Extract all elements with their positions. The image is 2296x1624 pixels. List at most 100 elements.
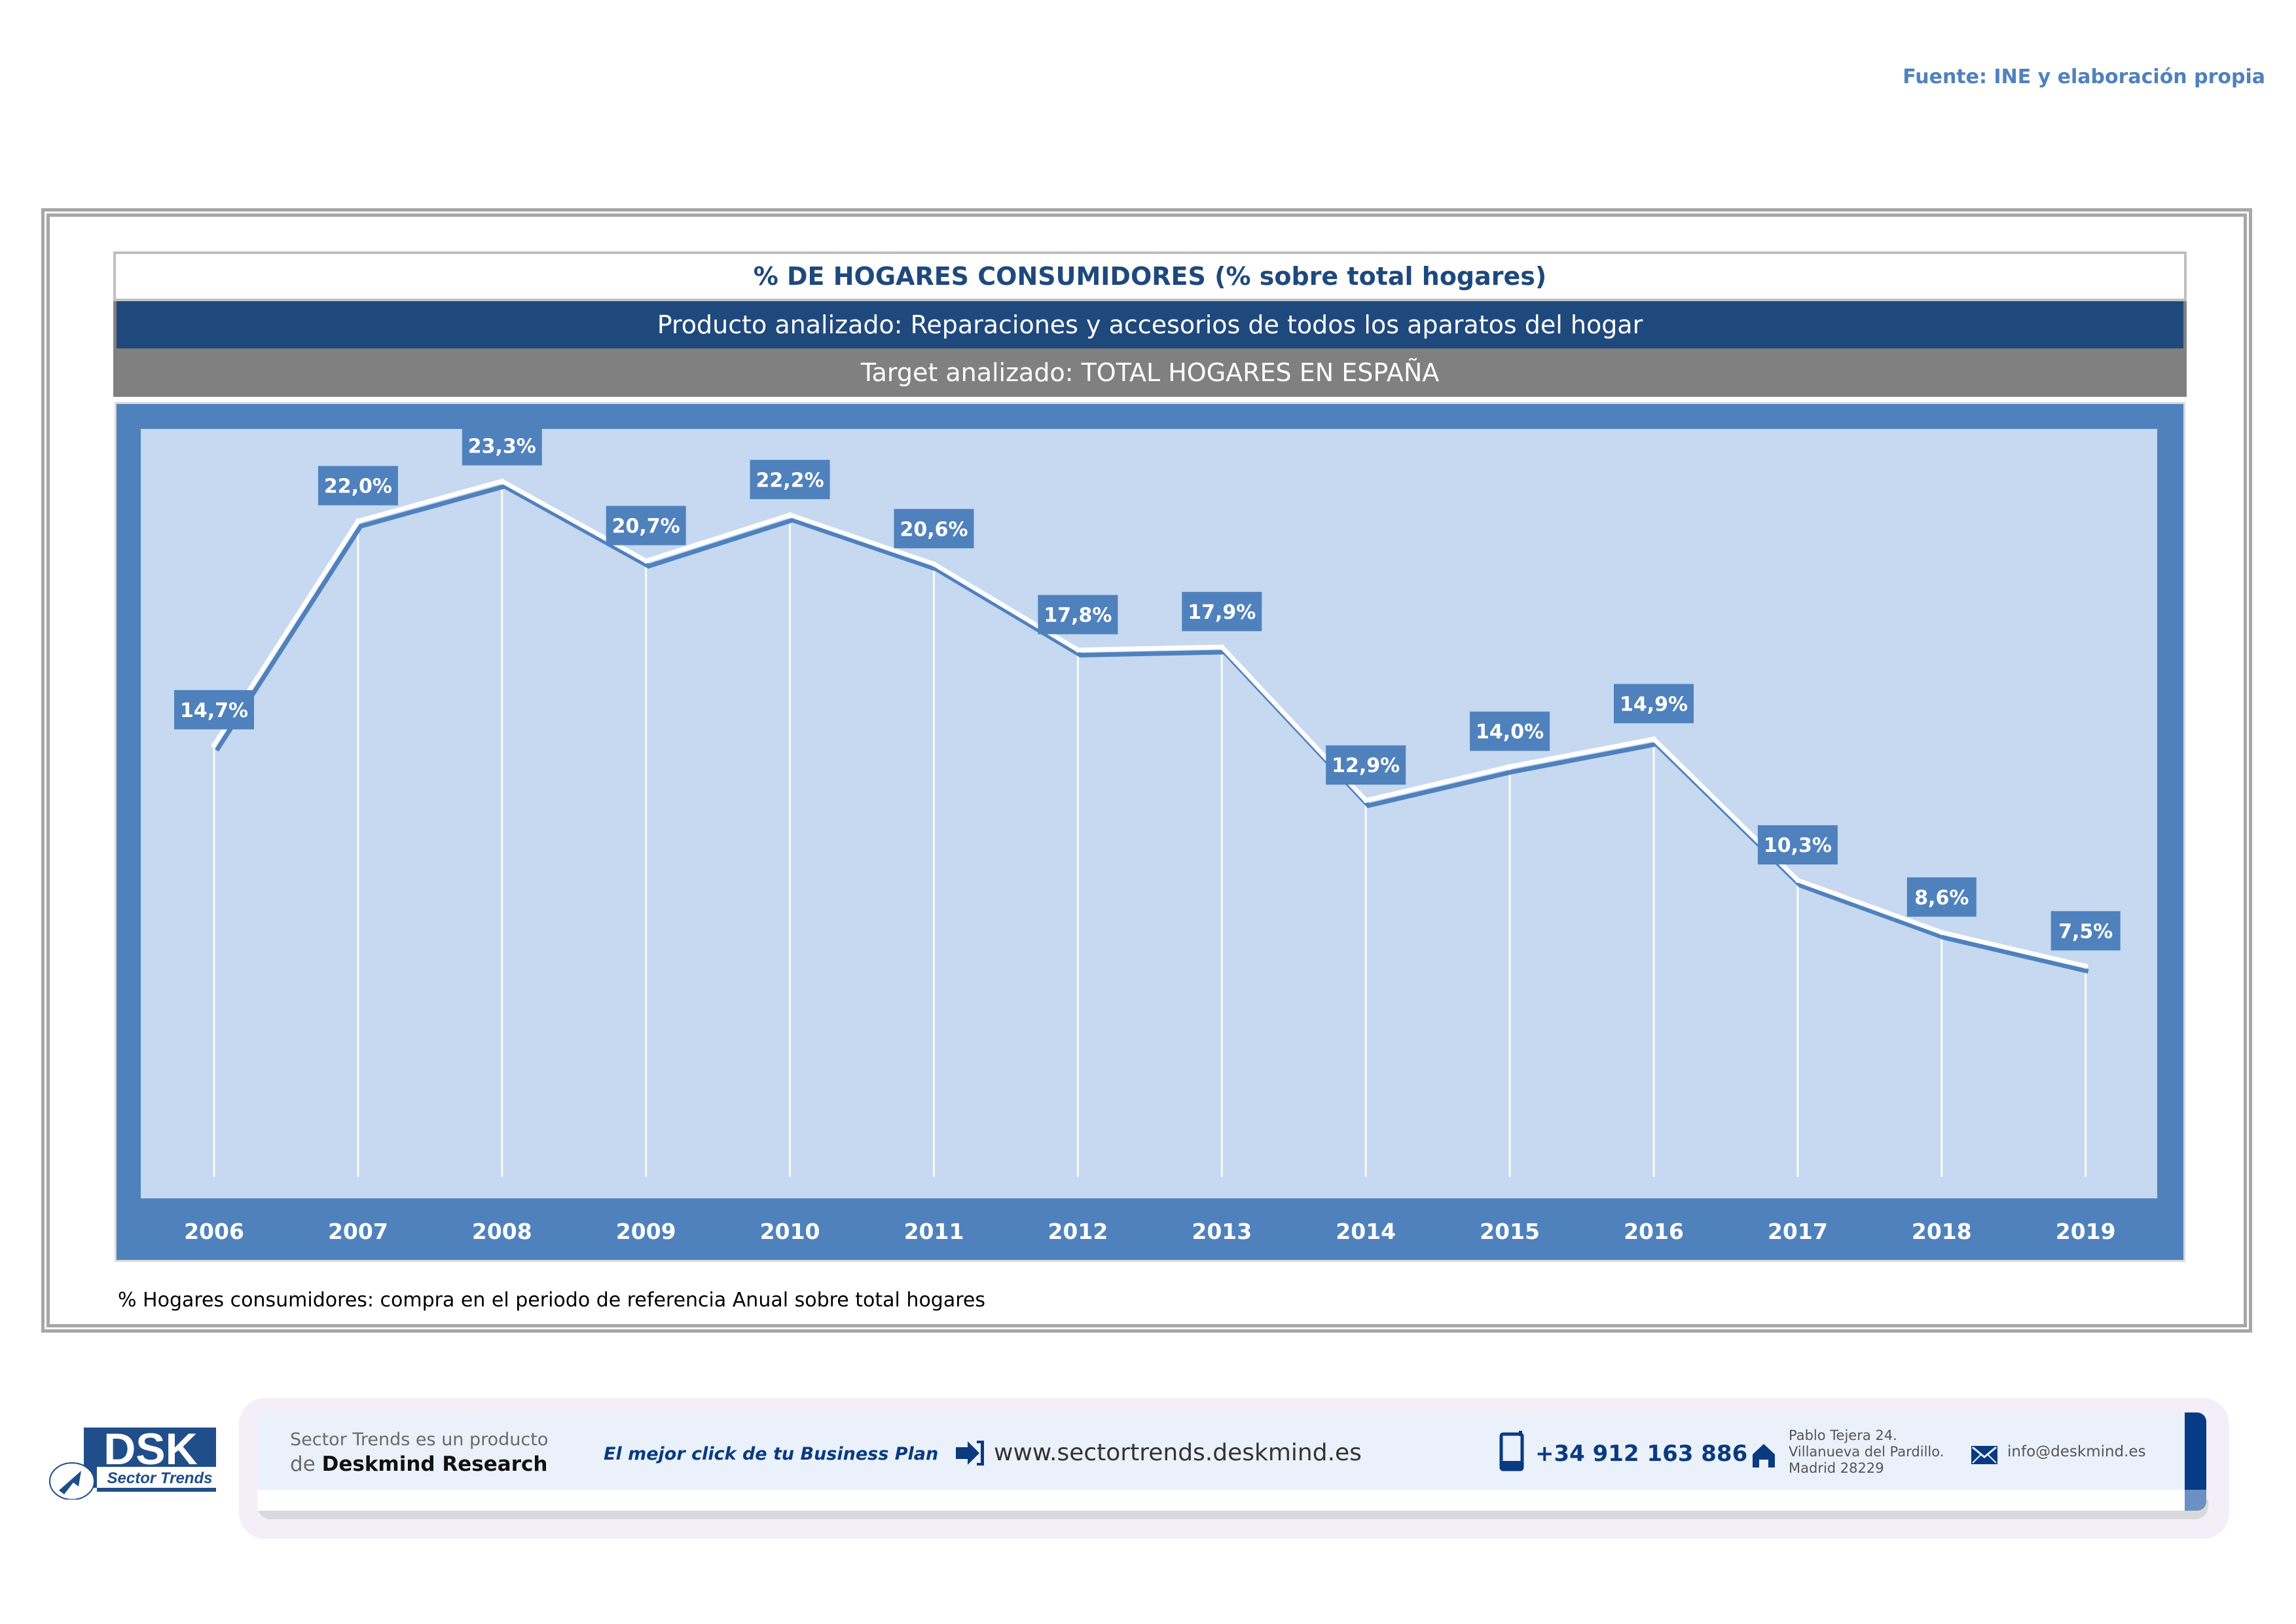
footnote: % Hogares consumidores: compra en el per…: [118, 1289, 985, 1312]
logo-text: DSK: [103, 1424, 198, 1474]
inner-frame: [46, 213, 2247, 1327]
x-tick-label: 2014: [1336, 1219, 1396, 1244]
data-label-text: 20,7%: [612, 515, 680, 538]
data-label: 10,3%: [1757, 825, 1838, 865]
data-label-text: 10,3%: [1764, 834, 1832, 857]
logo-graphic: DSK Sector Trends: [49, 1424, 220, 1500]
x-tick-label: 2012: [1048, 1219, 1108, 1244]
banner-tab-lower: [2185, 1490, 2206, 1511]
data-point: [1795, 877, 1800, 883]
target-bar: Target analizado: TOTAL HOGARES EN ESPAÑ…: [113, 348, 2187, 397]
x-tick-label: 2017: [1768, 1219, 1828, 1244]
outer-frame: [41, 208, 2252, 1333]
data-label-text: 17,9%: [1188, 601, 1256, 624]
data-point: [355, 518, 361, 524]
chart-frame: 14,7% 22,0% 23,3% 20,7% 22,2% 20,6% 17,8% 17,9%…: [115, 402, 2185, 1262]
data-label: 22,0%: [318, 466, 398, 506]
x-tick-label: 2006: [184, 1219, 244, 1244]
x-tick-label: 2009: [616, 1219, 676, 1244]
data-label-box: [606, 506, 686, 545]
data-point: [1651, 736, 1656, 742]
data-point: [1219, 644, 1225, 650]
x-tick-label: 2018: [1912, 1219, 1972, 1244]
data-label: 8,6%: [1906, 877, 1977, 917]
x-tick-label: 2019: [2056, 1219, 2116, 1244]
tagline-prefix: de: [290, 1452, 322, 1476]
tagline-brand: Deskmind Research: [321, 1452, 548, 1476]
data-label: 14,9%: [1614, 684, 1694, 724]
data-label-box: [1906, 877, 1977, 917]
logo-subtitle: Sector Trends: [107, 1469, 213, 1487]
data-point: [1507, 764, 1513, 769]
product-bar: Producto analizado: Reparaciones y acces…: [113, 301, 2187, 348]
x-tick-label: 2007: [328, 1219, 388, 1244]
data-label-box: [1470, 711, 1550, 751]
data-point: [1075, 647, 1081, 653]
data-label-text: 17,8%: [1044, 604, 1112, 627]
x-tick-label: 2008: [472, 1219, 532, 1244]
data-labels: 14,7% 22,0% 23,3% 20,7% 22,2% 20,6% 17,8% 17,9%…: [174, 426, 2121, 951]
data-label: 17,9%: [1182, 591, 1262, 631]
mobile-phone-icon: [1499, 1431, 1525, 1474]
slogan: El mejor click de tu Business Plan: [604, 1444, 939, 1464]
plot-area: [141, 429, 2157, 1198]
data-label-box: [1182, 591, 1262, 631]
data-label: 20,7%: [606, 506, 686, 545]
banner-tab: [2185, 1412, 2206, 1490]
home-icon: [1751, 1443, 1776, 1471]
cursor-arrow-icon: [59, 1471, 81, 1494]
data-label-text: 14,7%: [180, 699, 248, 722]
x-tick-label: 2013: [1192, 1219, 1252, 1244]
x-tick-label: 2010: [760, 1219, 820, 1244]
address-line1: Pablo Tejera 24.: [1789, 1428, 1897, 1443]
data-label-text: 8,6%: [1914, 887, 1969, 910]
data-label-text: 22,0%: [324, 475, 392, 498]
data-label-text: 23,3%: [468, 435, 536, 458]
tagline-line1: Sector Trends es un producto: [290, 1430, 549, 1450]
x-axis-labels: 2006 2007 2008 2009 2010 2011 2012 2013 2014 2015…: [184, 1219, 2116, 1244]
address-line2: Villanueva del Pardillo.: [1789, 1444, 1944, 1460]
x-tick-label: 2011: [904, 1219, 964, 1244]
data-label: 12,9%: [1326, 745, 1406, 785]
dsk-logo: DSK Sector Trends: [46, 1421, 220, 1500]
data-label-box: [1614, 684, 1694, 724]
data-label: 14,0%: [1470, 711, 1550, 751]
data-label-box: [1757, 825, 1838, 865]
address-line3: Madrid 28229: [1789, 1460, 1884, 1476]
drop-lines: [213, 481, 2087, 1177]
line-chart: 14,7% 22,0% 23,3% 20,7% 22,2% 20,6% 17,8% 17,9%…: [141, 426, 2157, 1244]
footer-banner-band: [257, 1412, 2185, 1490]
data-label: 20,6%: [894, 509, 974, 549]
address: Pablo Tejera 24. Villanueva del Pardillo…: [1789, 1428, 1944, 1477]
email-link[interactable]: info@deskmind.es: [2007, 1443, 2146, 1460]
data-label-text: 7,5%: [2058, 920, 2113, 943]
data-label-box: [750, 460, 830, 500]
data-label: 7,5%: [2050, 911, 2121, 951]
data-point: [211, 742, 217, 748]
data-point: [787, 512, 793, 518]
phone-number[interactable]: +34 912 163 886: [1535, 1441, 1748, 1467]
data-point: [643, 558, 649, 564]
data-label-box: [174, 690, 254, 729]
data-label-text: 12,9%: [1332, 754, 1400, 777]
tagline-line2: de Deskmind Research: [290, 1452, 547, 1476]
data-point: [2083, 963, 2088, 969]
data-label-text: 22,2%: [756, 469, 824, 492]
data-label: 14,7%: [174, 690, 254, 729]
data-label: 22,2%: [750, 460, 830, 500]
arrow-right-bracket-icon: [955, 1439, 987, 1469]
source-note: Fuente: INE y elaboración propia: [1903, 65, 2265, 88]
x-tick-label: 2016: [1624, 1219, 1684, 1244]
x-tick-label: 2015: [1480, 1219, 1540, 1244]
envelope-icon: [1971, 1445, 1998, 1467]
data-label-box: [1326, 745, 1406, 785]
data-label-text: 20,6%: [900, 518, 968, 541]
data-point: [499, 478, 505, 484]
data-label: 17,8%: [1038, 595, 1118, 635]
chart-title: % DE HOGARES CONSUMIDORES (% sobre total…: [113, 251, 2187, 301]
data-label-box: [1038, 595, 1118, 635]
data-label: 23,3%: [462, 426, 542, 466]
data-label-text: 14,0%: [1476, 721, 1544, 744]
data-label-box: [894, 509, 974, 549]
website-link[interactable]: www.sectortrends.deskmind.es: [994, 1439, 1362, 1466]
